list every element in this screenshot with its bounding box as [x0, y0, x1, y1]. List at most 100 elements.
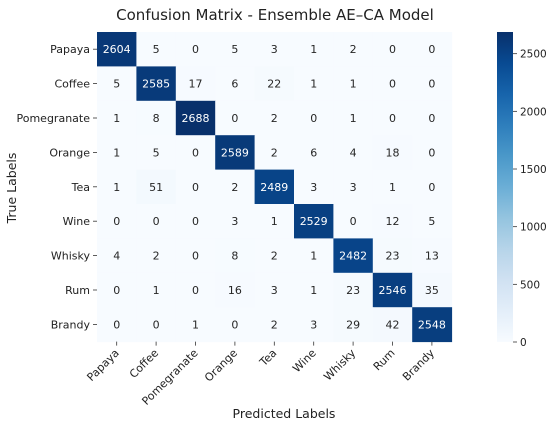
heatmap-cell	[294, 32, 334, 67]
cell-value: 0	[192, 146, 199, 159]
heatmap-cell	[97, 307, 137, 343]
cell-value: 3	[271, 284, 278, 297]
cell-value: 2	[271, 250, 278, 263]
heatmap-cell	[97, 204, 137, 239]
cell-value: 0	[192, 284, 199, 297]
heatmap-cell	[254, 272, 295, 308]
heatmap-cell	[333, 169, 374, 205]
y-tick-label: Orange	[49, 146, 90, 159]
heatmap-cell	[175, 100, 216, 136]
cell-value: 0	[389, 78, 396, 91]
heatmap-cell	[175, 32, 216, 67]
heatmap-cell	[412, 307, 453, 343]
heatmap-cell	[412, 32, 453, 67]
heatmap-cell	[215, 66, 256, 102]
cell-value: 0	[192, 215, 199, 228]
cell-value: 17	[189, 78, 203, 91]
heatmap-cell	[97, 100, 137, 136]
cell-value: 2	[153, 250, 160, 263]
cell-value: 2589	[221, 146, 249, 159]
cell-value: 51	[149, 181, 163, 194]
heatmap-cell	[294, 100, 334, 136]
cell-value: 0	[389, 112, 396, 125]
heatmap-cell	[294, 66, 334, 102]
heatmap-cell	[294, 238, 334, 274]
cell-value: 2548	[418, 318, 446, 331]
heatmap-cell	[215, 238, 256, 274]
colorbar-tick-label: 2000	[520, 106, 547, 118]
heatmap-cell	[294, 204, 334, 239]
heatmap-cell	[333, 307, 374, 343]
y-tick-label: Rum	[65, 284, 90, 297]
heatmap-cell	[372, 238, 413, 274]
cell-value: 2	[231, 181, 238, 194]
heatmap-cell	[97, 169, 137, 205]
cell-value: 6	[310, 146, 317, 159]
colorbar-ticks: 0 500 1000 1500 2000 2500	[513, 49, 547, 349]
x-tick-label: Papaya	[84, 347, 121, 384]
x-tick-label: Brandy	[400, 346, 437, 383]
y-tick-labels: Papaya Coffee Pomegranate Orange Tea Wine Whis…	[17, 43, 97, 331]
colorbar-tick-label: 1500	[520, 164, 547, 176]
heatmap-cell	[136, 100, 177, 136]
heatmap-cell	[333, 204, 374, 239]
cell-value: 0	[153, 215, 160, 228]
heatmap-cell	[215, 169, 256, 205]
x-tick-label: Tea	[257, 347, 280, 370]
heatmap-cell	[412, 66, 453, 102]
cell-value: 0	[192, 43, 199, 56]
cell-value: 23	[386, 250, 400, 263]
heatmap-cell	[175, 66, 216, 102]
cell-value: 0	[350, 215, 357, 228]
heatmap-cell	[254, 204, 295, 239]
heatmap-cell	[136, 272, 177, 308]
y-tick-label: Brandy	[51, 318, 91, 331]
heatmap-cell	[136, 169, 177, 205]
cell-value: 12	[386, 215, 400, 228]
heatmap-cell	[294, 169, 334, 205]
cell-value: 0	[428, 181, 435, 194]
heatmap-cell	[333, 100, 374, 136]
heatmap-cell	[372, 307, 413, 343]
cell-value: 42	[386, 318, 400, 331]
cell-value: 0	[113, 318, 120, 331]
cell-value: 1	[310, 43, 317, 56]
heatmap-cell	[254, 66, 295, 102]
heatmap-cell	[254, 307, 295, 343]
cell-value: 8	[231, 250, 238, 263]
cell-value: 5	[113, 78, 120, 91]
heatmap-cell	[254, 100, 295, 136]
cell-value: 2585	[142, 78, 170, 91]
cell-value: 0	[113, 215, 120, 228]
heatmap-cell	[175, 307, 216, 343]
heatmap-cell	[412, 100, 453, 136]
y-tick-label: Pomegranate	[17, 112, 91, 125]
heatmap-cell	[254, 238, 295, 274]
cell-value: 1	[310, 78, 317, 91]
heatmap-cell	[175, 204, 216, 239]
cell-value: 2	[271, 146, 278, 159]
cell-value: 0	[113, 284, 120, 297]
cell-value: 3	[350, 181, 357, 194]
heatmap-cell	[136, 238, 177, 274]
colorbar	[497, 32, 513, 342]
cell-value: 35	[425, 284, 439, 297]
cell-value: 4	[113, 250, 120, 263]
y-axis-label: True Labels	[4, 153, 19, 225]
heatmap-cell	[333, 135, 374, 171]
cell-value: 0	[310, 112, 317, 125]
heatmap-cell	[215, 100, 256, 136]
heatmap-cell	[294, 135, 334, 171]
cell-value: 4	[350, 146, 357, 159]
cell-value: 2489	[260, 181, 288, 194]
heatmap-cell	[372, 169, 413, 205]
heatmap-cell	[215, 32, 256, 67]
x-tick-label: Wine	[290, 346, 319, 375]
heatmap-cell	[333, 66, 374, 102]
cell-value: 5	[153, 146, 160, 159]
colorbar-tick-label: 2500	[520, 49, 547, 61]
colorbar-tick-label: 1000	[520, 222, 547, 234]
heatmap-cell	[97, 272, 137, 308]
cell-value: 22	[267, 78, 281, 91]
